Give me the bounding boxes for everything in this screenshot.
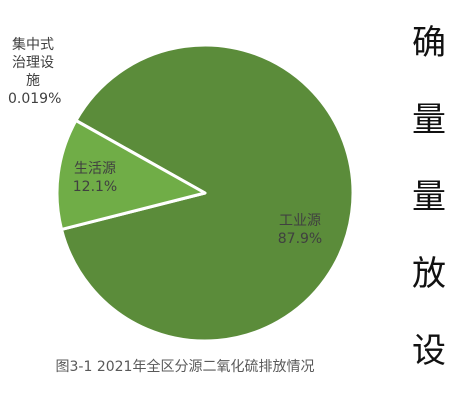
side-char: 确 xyxy=(412,23,446,63)
data-label: 集中式治理设施 0.019% xyxy=(8,36,62,108)
side-char: 量 xyxy=(412,177,446,217)
category-label: 生活源 xyxy=(74,161,116,177)
side-char: 量 xyxy=(412,100,446,140)
side-char: 设 xyxy=(412,331,446,371)
pie-slice xyxy=(60,43,355,343)
chart-caption: 图3-1 2021年全区分源二氧化硫排放情况 xyxy=(55,359,315,375)
side-text: 确量量放设 xyxy=(412,8,458,393)
data-label: 工业源 87.9% xyxy=(260,212,340,248)
data-label: 生活源 12.1% xyxy=(60,160,130,196)
side-char: 放 xyxy=(412,254,446,294)
chart xyxy=(55,43,355,343)
value-label: 12.1% xyxy=(72,179,118,195)
category-label: 集中式治理设施 xyxy=(12,37,54,89)
value-label: 87.9% xyxy=(277,231,323,247)
category-label: 工业源 xyxy=(279,213,321,229)
value-label: 0.019% xyxy=(8,91,62,107)
pie-slice xyxy=(55,119,207,231)
